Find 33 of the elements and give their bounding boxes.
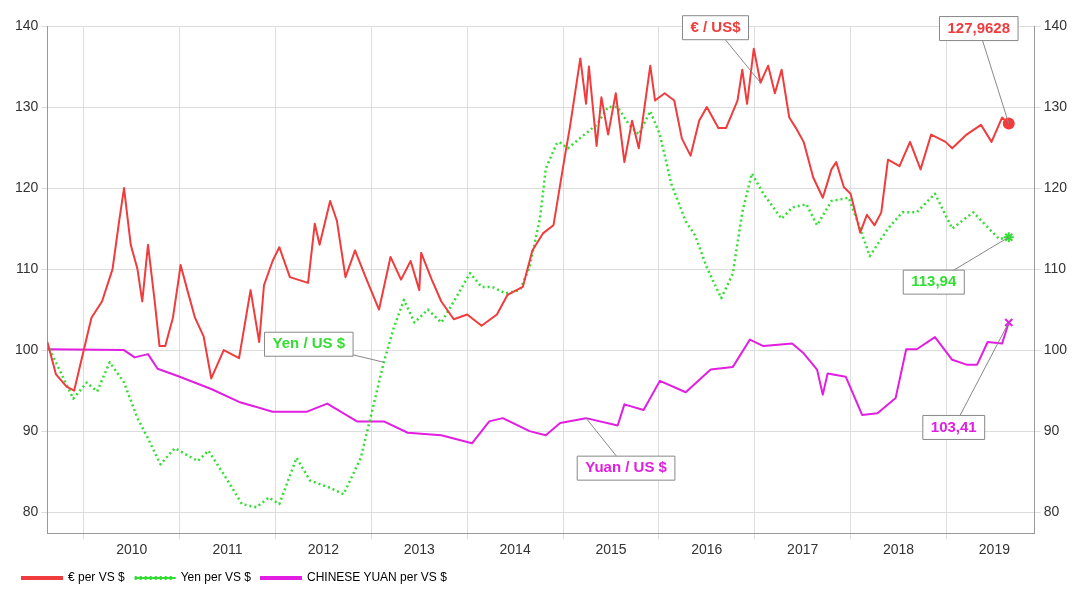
y2-tick-label: 110 xyxy=(1043,259,1067,276)
x-tick-label: 2017 xyxy=(787,541,819,558)
y2-tick-label: 130 xyxy=(1043,97,1068,114)
legend-label: CHINESE YUAN per VS $ xyxy=(306,570,448,585)
y-tick-label: 130 xyxy=(15,97,39,114)
legend-label: Yen per VS $ xyxy=(180,570,252,585)
y2-tick-label: 90 xyxy=(1043,421,1060,438)
y2-tick-label: 80 xyxy=(1043,502,1060,519)
legend-label: € per VS $ xyxy=(68,570,126,585)
y-tick-label: 90 xyxy=(22,421,39,438)
x-tick-label: 2015 xyxy=(595,541,627,558)
y-tick-label: 80 xyxy=(22,502,39,519)
y-tick-label: 140 xyxy=(15,16,39,33)
annotation: 127,9628 xyxy=(947,18,1011,36)
y-tick-label: 120 xyxy=(15,178,39,195)
x-tick-label: 2014 xyxy=(499,541,531,558)
annotation: 103,41 xyxy=(930,417,977,435)
x-tick-label: 2018 xyxy=(882,541,915,558)
y-tick-label: 100 xyxy=(15,340,39,357)
y2-tick-label: 120 xyxy=(1043,178,1068,195)
x-tick-label: 2013 xyxy=(403,541,436,558)
annotation: Yuan / US $ xyxy=(585,458,668,476)
x-tick-label: 2019 xyxy=(978,541,1011,558)
x-tick-label: 2016 xyxy=(691,541,723,558)
annotation: 113,94 xyxy=(911,272,957,290)
y2-tick-label: 100 xyxy=(1043,340,1068,357)
annotation: Yen / US $ xyxy=(272,334,346,352)
annotation: € / US$ xyxy=(690,17,742,35)
y2-tick-label: 140 xyxy=(1043,16,1068,33)
x-tick-label: 2010 xyxy=(116,541,148,558)
x-tick-label: 2011 xyxy=(212,541,243,558)
y-tick-label: 110 xyxy=(16,259,39,276)
x-tick-label: 2012 xyxy=(307,541,340,558)
